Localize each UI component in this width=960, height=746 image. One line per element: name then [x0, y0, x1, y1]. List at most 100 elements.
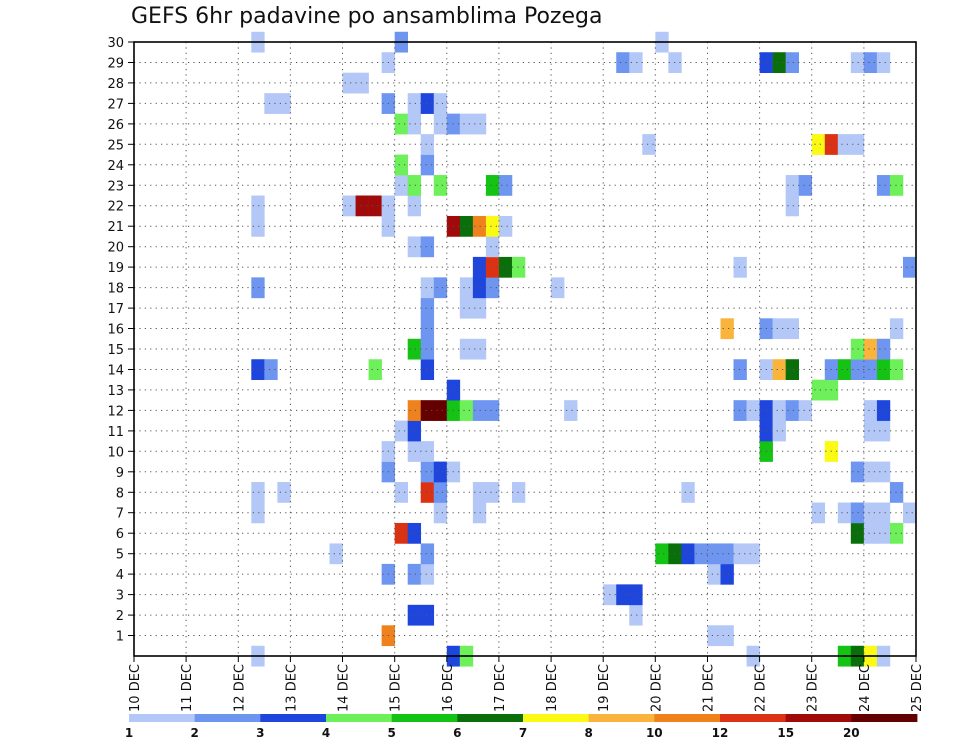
- heatmap-cell: [863, 338, 878, 360]
- heatmap-cell: [564, 400, 578, 421]
- heatmap-cell: [876, 338, 891, 360]
- heatmap-cell: [863, 502, 878, 524]
- x-tick-label: 13 DEC: [284, 664, 299, 712]
- heatmap-cell: [420, 400, 435, 421]
- heatmap-cell: [902, 502, 917, 524]
- chart-title: GEFS 6hr padavine po ansamblima Pozega: [131, 4, 603, 29]
- y-tick-label: 21: [107, 220, 124, 235]
- heatmap-cell: [876, 461, 891, 483]
- heatmap-cell: [785, 400, 799, 421]
- colorbar-label: 6: [453, 726, 461, 740]
- heatmap-cell: [720, 318, 734, 340]
- heatmap-cell: [681, 482, 695, 503]
- heatmap-cell: [798, 400, 813, 421]
- colorbar-label: 2: [191, 726, 199, 740]
- y-tick-label: 9: [116, 466, 124, 481]
- colorbar-label: 20: [843, 726, 860, 740]
- heatmap-cell: [655, 543, 669, 565]
- heatmap-cell: [394, 522, 408, 544]
- heatmap-cell: [407, 195, 422, 217]
- heatmap-cell: [472, 502, 487, 524]
- y-tick-label: 27: [107, 97, 124, 112]
- heatmap-cell: [485, 277, 500, 299]
- heatmap-cell: [733, 400, 747, 421]
- heatmap-cell: [472, 113, 487, 135]
- heatmap-cell: [420, 236, 435, 258]
- heatmap-cell: [485, 236, 500, 258]
- heatmap-cell: [746, 400, 760, 421]
- x-tick-label: 24 DEC: [858, 664, 873, 712]
- colorbar-swatch: [194, 714, 261, 722]
- heatmap-cell: [433, 461, 448, 483]
- colorbar-swatch: [457, 714, 524, 722]
- y-tick-label: 5: [116, 548, 124, 563]
- heatmap-cell: [251, 195, 265, 217]
- heatmap-cell: [433, 502, 448, 524]
- heatmap-cell: [642, 134, 656, 155]
- heatmap-cell: [837, 502, 852, 524]
- heatmap-cell: [472, 256, 487, 278]
- colorbar-label: 12: [712, 726, 729, 740]
- heatmap-cell: [811, 502, 826, 524]
- heatmap-cell: [720, 625, 734, 647]
- colorbar-label: 10: [646, 726, 663, 740]
- x-tick-label: 10 DEC: [128, 664, 143, 712]
- heatmap-cell: [472, 400, 487, 421]
- heatmap-cell: [681, 543, 695, 565]
- heatmap-cell: [394, 482, 408, 503]
- heatmap-cell: [368, 359, 382, 380]
- heatmap-cell: [407, 113, 422, 135]
- colorbar-label: 1: [125, 726, 133, 740]
- heatmap-cell: [407, 604, 422, 626]
- heatmap-cell: [251, 215, 265, 237]
- heatmap-cell: [876, 522, 891, 544]
- heatmap-cell: [629, 52, 643, 73]
- heatmap-cell: [876, 175, 891, 196]
- heatmap-cell: [720, 543, 734, 565]
- heatmap-cell: [733, 359, 747, 380]
- x-tick-label: 22 DEC: [754, 664, 769, 712]
- heatmap-cell: [420, 93, 435, 114]
- heatmap-cell: [342, 72, 356, 94]
- heatmap-cell: [433, 482, 448, 503]
- heatmap-cell: [485, 215, 500, 237]
- x-tick-label: 23 DEC: [806, 664, 821, 712]
- y-tick-label: 12: [107, 404, 124, 419]
- colorbar-swatch: [523, 714, 590, 722]
- heatmap-cell: [772, 318, 786, 340]
- heatmap-cell: [707, 543, 721, 565]
- heatmap-cell: [629, 604, 643, 626]
- heatmap-cell: [264, 93, 278, 114]
- heatmap-cell: [850, 359, 865, 380]
- heatmap-cell: [264, 359, 278, 380]
- heatmap-cell: [876, 52, 891, 73]
- y-tick-label: 17: [107, 302, 124, 317]
- heatmap-cell: [485, 400, 500, 421]
- heatmap-cell: [733, 256, 747, 278]
- colorbar-swatch: [326, 714, 393, 722]
- heatmap-cell: [876, 502, 891, 524]
- heatmap-cell: [772, 400, 786, 421]
- heatmap-cell: [798, 175, 813, 196]
- heatmap-cell: [850, 134, 865, 155]
- heatmap-cell: [459, 297, 474, 319]
- heatmap-cell: [459, 338, 474, 360]
- heatmap-cell: [277, 93, 291, 114]
- x-tick-label: 19 DEC: [597, 664, 612, 712]
- y-tick-label: 22: [107, 200, 124, 215]
- heatmap-cell: [368, 195, 382, 217]
- heatmap-cell: [251, 502, 265, 524]
- colorbar-label: 4: [322, 726, 330, 740]
- heatmap-cell: [407, 93, 422, 114]
- heatmap-cell: [485, 175, 500, 196]
- heatmap-cell: [472, 338, 487, 360]
- x-tick-label: 20 DEC: [649, 664, 664, 712]
- heatmap-cell: [863, 400, 878, 421]
- heatmap-cell: [251, 277, 265, 299]
- y-tick-label: 24: [107, 159, 124, 174]
- y-tick-label: 2: [116, 609, 124, 624]
- heatmap-cell: [863, 420, 878, 442]
- heatmap-cell: [420, 338, 435, 360]
- x-tick-label: 11 DEC: [180, 664, 195, 712]
